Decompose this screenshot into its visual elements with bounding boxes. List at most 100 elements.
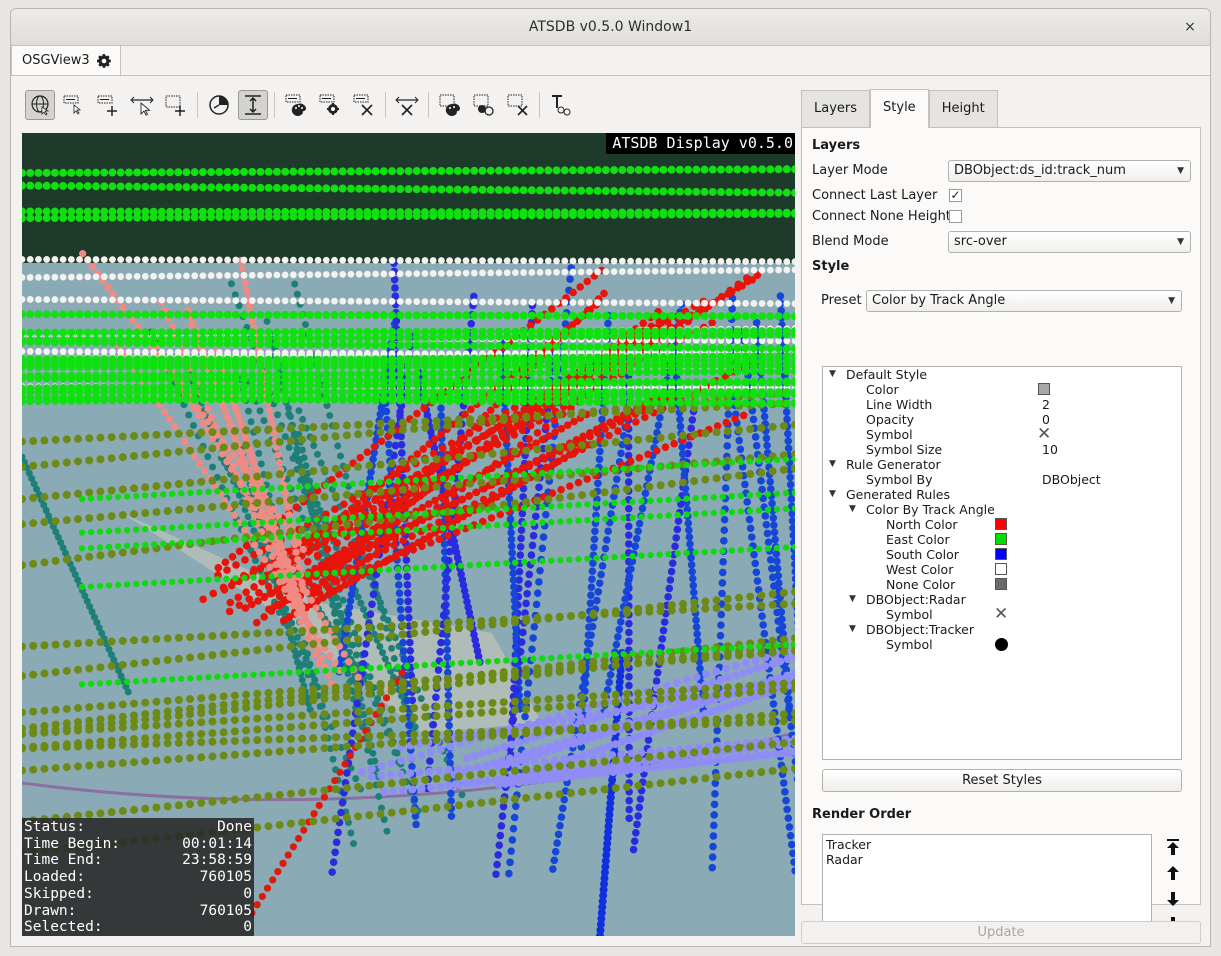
track-point: [509, 576, 518, 584]
track-point: [316, 506, 324, 514]
track-point: [583, 277, 592, 286]
track-point: [677, 500, 685, 508]
track-point: [264, 724, 273, 733]
track-point: [309, 589, 317, 598]
track-point: [253, 498, 262, 507]
add-label-tool[interactable]: [93, 90, 123, 120]
clear-selection-tool[interactable]: [392, 90, 422, 120]
osg-3d-viewport[interactable]: ATSDB Display v0.5.0 Status: Done Time Beg…: [22, 133, 795, 936]
track-point: [370, 630, 378, 638]
track-point: [141, 450, 150, 459]
track-point: [376, 622, 385, 631]
track-point: [466, 771, 475, 780]
track-point: [432, 712, 441, 721]
track-point: [678, 599, 687, 608]
track-point: [697, 757, 706, 766]
selection-clear-tool[interactable]: [503, 90, 533, 120]
track-point: [354, 519, 363, 528]
track-point: [783, 805, 791, 814]
track-point: [741, 480, 749, 489]
track-point: [557, 485, 565, 494]
track-point: [405, 721, 413, 730]
track-point: [544, 763, 553, 772]
track-point: [253, 646, 262, 655]
track-point: [403, 581, 412, 589]
track-point: [779, 465, 788, 474]
select-pointer-tool[interactable]: [127, 90, 157, 120]
track-point: [163, 655, 172, 664]
track-point: [533, 792, 542, 801]
track-point: [466, 419, 475, 428]
track-point: [578, 610, 587, 619]
track-point: [625, 637, 633, 646]
track-point: [624, 451, 633, 460]
track-point: [786, 473, 795, 482]
track-point: [676, 422, 685, 431]
text-tool[interactable]: [546, 90, 576, 120]
label-palette-tool[interactable]: [281, 90, 311, 120]
track-point: [152, 803, 161, 812]
track-point: [352, 651, 360, 659]
track-point: [555, 667, 564, 676]
track-point: [107, 808, 116, 817]
track-point: [624, 522, 633, 531]
track-point: [225, 607, 234, 616]
select-palette-tool[interactable]: [435, 90, 465, 120]
track-point: [566, 789, 575, 798]
track-point: [378, 537, 386, 546]
track-point: [253, 749, 262, 758]
label-clear-tool[interactable]: [349, 90, 379, 120]
track-point: [250, 565, 258, 574]
track-point: [230, 500, 239, 509]
track-point: [107, 759, 116, 768]
track-point: [310, 442, 318, 450]
track-point: [395, 581, 403, 589]
track-point: [746, 524, 755, 533]
gear-icon[interactable]: [96, 53, 112, 69]
track-point: [124, 688, 132, 696]
track-point: [687, 554, 695, 562]
track-point: [85, 434, 94, 443]
track-point: [387, 731, 396, 740]
tab-osgview3[interactable]: OSGView3: [11, 45, 121, 75]
track-point: [163, 755, 172, 764]
track-point: [288, 619, 296, 627]
track-point: [594, 479, 602, 488]
track-point: [404, 605, 413, 614]
track-point: [652, 677, 661, 685]
track-point: [510, 618, 519, 627]
select-colors-tool[interactable]: [469, 90, 499, 120]
track-point: [555, 443, 564, 452]
track-point: [317, 654, 326, 662]
track-point: [432, 455, 441, 464]
track-point: [398, 418, 407, 427]
track-point: [578, 665, 587, 674]
label-settings-tool[interactable]: [315, 90, 345, 120]
track-point: [716, 675, 725, 684]
track-point: [645, 657, 654, 666]
track-point: [186, 429, 195, 438]
track-point: [645, 603, 654, 612]
track-point: [757, 591, 766, 600]
time-filter-tool[interactable]: [204, 90, 234, 120]
track-point: [264, 792, 273, 801]
track-point: [531, 512, 540, 521]
track-point: [174, 506, 183, 515]
add-selection-tool[interactable]: [161, 90, 191, 120]
track-point: [589, 786, 598, 795]
track-point: [152, 657, 161, 666]
track-point: [336, 609, 344, 617]
track-point: [753, 751, 762, 760]
track-point: [264, 438, 273, 447]
close-button[interactable]: ×: [1184, 19, 1196, 35]
height-scale-tool[interactable]: [238, 90, 268, 120]
select-label-tool[interactable]: [59, 90, 89, 120]
track-point: [481, 761, 490, 770]
track-point: [40, 518, 49, 527]
track-point: [569, 735, 578, 744]
track-point: [589, 700, 598, 709]
track-point: [96, 760, 105, 769]
track-point: [118, 660, 127, 669]
track-point: [396, 770, 405, 779]
navigate-globe-tool[interactable]: [25, 90, 55, 120]
